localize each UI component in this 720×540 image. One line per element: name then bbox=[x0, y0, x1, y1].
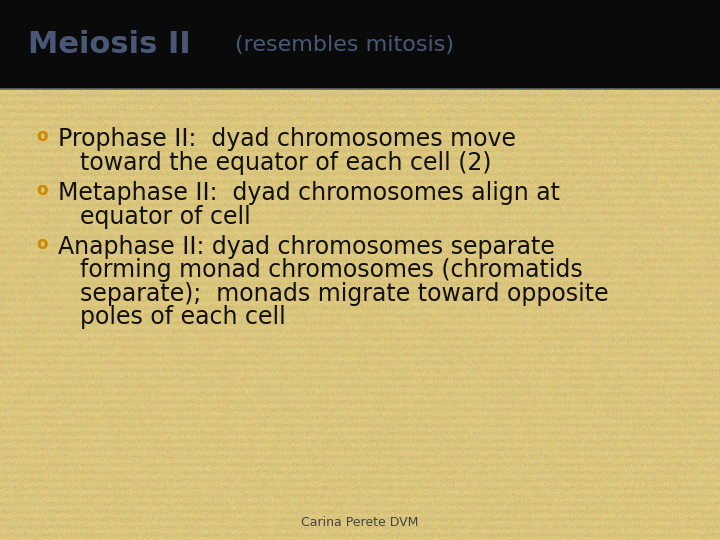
Text: toward the equator of each cell (2): toward the equator of each cell (2) bbox=[80, 151, 492, 174]
Text: separate);  monads migrate toward opposite: separate); monads migrate toward opposit… bbox=[80, 282, 608, 306]
Text: Carina Perete DVM: Carina Perete DVM bbox=[301, 516, 419, 529]
Text: equator of cell: equator of cell bbox=[80, 205, 251, 228]
Text: Meiosis II: Meiosis II bbox=[28, 30, 191, 59]
Text: (resembles mitosis): (resembles mitosis) bbox=[235, 35, 454, 55]
Text: o: o bbox=[36, 181, 48, 199]
Bar bbox=[0, 0, 720, 89]
Text: poles of each cell: poles of each cell bbox=[80, 306, 286, 329]
Text: forming monad chromosomes (chromatids: forming monad chromosomes (chromatids bbox=[80, 259, 582, 282]
Text: Metaphase II:  dyad chromosomes align at: Metaphase II: dyad chromosomes align at bbox=[58, 181, 560, 205]
Text: o: o bbox=[36, 235, 48, 253]
Text: o: o bbox=[36, 127, 48, 145]
Text: Prophase II:  dyad chromosomes move: Prophase II: dyad chromosomes move bbox=[58, 127, 516, 151]
Text: Anaphase II: dyad chromosomes separate: Anaphase II: dyad chromosomes separate bbox=[58, 235, 555, 259]
